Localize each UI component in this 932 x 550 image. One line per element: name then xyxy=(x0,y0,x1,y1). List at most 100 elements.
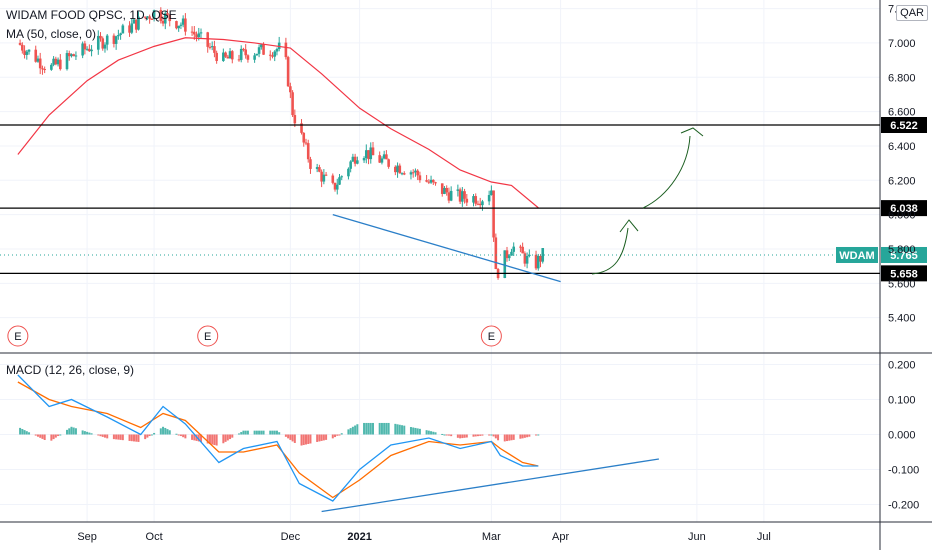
histogram-bar xyxy=(284,434,287,437)
candle-body xyxy=(74,55,78,57)
histogram-bar xyxy=(28,432,31,435)
candle-body xyxy=(25,51,29,55)
histogram-bar xyxy=(59,434,62,436)
candle-body xyxy=(130,23,134,33)
candle-body xyxy=(458,189,462,202)
candle-body xyxy=(150,18,154,20)
candle xyxy=(367,150,370,165)
candle-body xyxy=(289,86,292,93)
histogram-bar xyxy=(43,434,46,440)
candle-body xyxy=(244,49,247,56)
histogram-bar xyxy=(336,434,339,436)
earnings-circle xyxy=(7,325,29,347)
histogram-bar xyxy=(465,434,468,438)
candle-body xyxy=(237,59,241,61)
candle xyxy=(340,175,344,181)
histogram-bar xyxy=(371,422,374,435)
candle-body xyxy=(331,175,335,183)
candle xyxy=(148,14,151,24)
time-tick-label: Jun xyxy=(688,531,706,543)
candle-body xyxy=(112,35,116,44)
histogram-bar xyxy=(476,434,479,437)
candle-body xyxy=(59,59,62,70)
histogram-bar xyxy=(159,428,162,435)
candle xyxy=(309,156,312,174)
candle-body xyxy=(402,173,406,175)
level-price-label: 6.522 xyxy=(881,117,927,134)
histogram-bar xyxy=(432,431,435,435)
candle xyxy=(324,172,328,177)
candle-body xyxy=(161,21,165,24)
candle xyxy=(476,200,480,206)
histogram-bar xyxy=(119,434,122,440)
candle-body xyxy=(23,50,26,55)
candle xyxy=(228,48,232,59)
candle xyxy=(300,119,303,135)
candle xyxy=(351,153,355,163)
candle xyxy=(507,254,511,261)
candle xyxy=(21,42,24,54)
candle-body xyxy=(304,142,308,144)
candle xyxy=(414,168,417,177)
histogram-bar xyxy=(291,434,294,442)
histogram-bar xyxy=(300,434,303,446)
candle xyxy=(447,187,451,204)
candle-body xyxy=(490,190,493,196)
candle xyxy=(534,250,538,271)
candle xyxy=(34,45,38,63)
histogram-bar xyxy=(115,434,118,440)
histogram-bar xyxy=(385,422,388,435)
candle xyxy=(70,53,73,58)
candle xyxy=(163,11,167,30)
candle-body xyxy=(364,150,368,159)
histogram-bar xyxy=(434,432,437,435)
candle xyxy=(181,15,185,28)
histogram-bar xyxy=(287,434,290,439)
candle-body xyxy=(213,46,216,53)
histogram-bar xyxy=(535,434,538,436)
candle-body xyxy=(461,191,464,202)
candle-body xyxy=(277,42,281,49)
histogram-bar xyxy=(490,434,493,436)
candle xyxy=(318,164,321,173)
histogram-bar xyxy=(414,427,417,435)
histogram-bar xyxy=(289,434,292,440)
candle-body xyxy=(206,32,210,47)
time-tick-label: 2021 xyxy=(347,531,371,543)
histogram-bar xyxy=(351,426,354,435)
histogram-bar xyxy=(70,426,73,435)
candle xyxy=(409,170,413,180)
candle xyxy=(271,52,274,59)
candle xyxy=(208,42,212,50)
candle-body xyxy=(378,155,381,163)
support-trendline xyxy=(332,214,561,283)
candle xyxy=(387,158,390,169)
candle-body xyxy=(99,35,102,39)
candle-body xyxy=(521,246,524,254)
candle-body xyxy=(128,25,131,33)
histogram-bar xyxy=(72,427,75,435)
candle-body xyxy=(224,52,227,57)
candle xyxy=(472,193,475,207)
candle xyxy=(152,9,156,22)
histogram-bar xyxy=(66,429,69,435)
histogram-bar xyxy=(112,434,115,440)
candle-body xyxy=(134,19,138,30)
histogram-bar xyxy=(494,434,497,439)
candle xyxy=(418,171,422,183)
histogram-bar xyxy=(519,434,522,439)
histogram-bar xyxy=(387,422,390,435)
candle-body xyxy=(465,198,469,203)
currency-badge[interactable]: QAR xyxy=(896,5,928,21)
candle xyxy=(528,249,531,258)
candle-body xyxy=(257,47,261,54)
candle-body xyxy=(146,16,149,18)
candle-body xyxy=(492,190,495,238)
candle-body xyxy=(52,58,55,65)
histogram-bar xyxy=(396,424,399,435)
candle-body xyxy=(184,18,187,32)
candle xyxy=(306,139,310,163)
candle-body xyxy=(132,19,136,24)
